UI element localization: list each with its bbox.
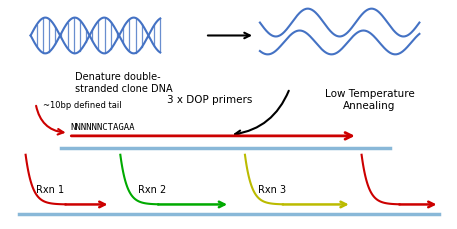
Text: Rxn 3: Rxn 3	[258, 185, 286, 195]
Text: Rxn 1: Rxn 1	[36, 185, 64, 195]
Text: NNNNNNCTAGAA: NNNNNNCTAGAA	[70, 123, 135, 132]
Text: 3 x DOP primers: 3 x DOP primers	[167, 95, 253, 105]
Text: Low Temperature
Annealing: Low Temperature Annealing	[324, 89, 414, 111]
Text: ~10bp defined tail: ~10bp defined tail	[43, 101, 121, 109]
Text: Denature double-
stranded clone DNA: Denature double- stranded clone DNA	[75, 72, 173, 94]
Text: Rxn 2: Rxn 2	[138, 185, 166, 195]
